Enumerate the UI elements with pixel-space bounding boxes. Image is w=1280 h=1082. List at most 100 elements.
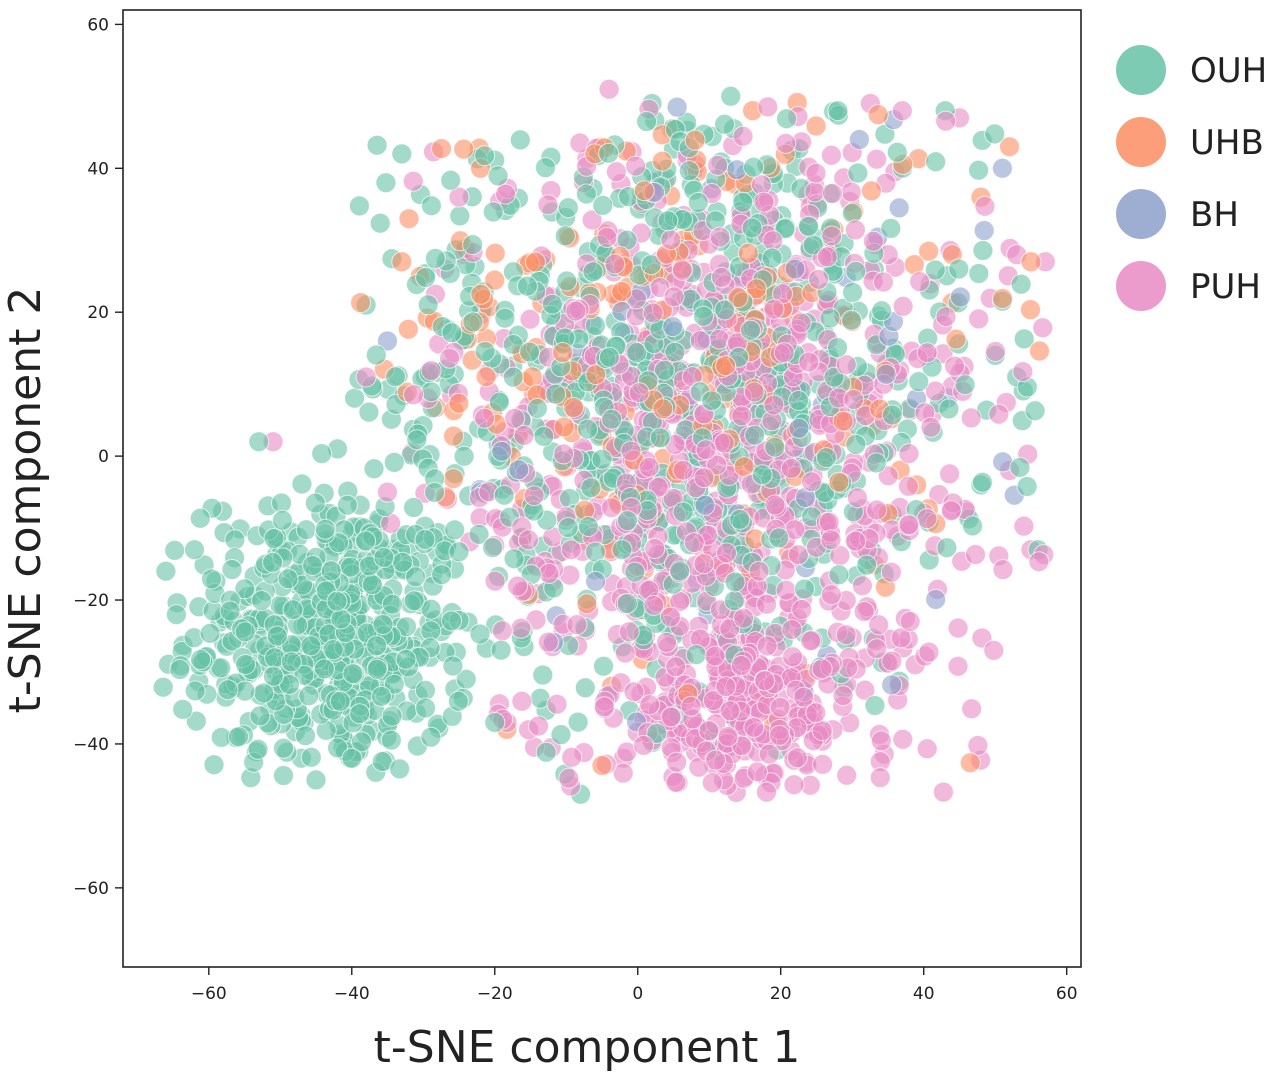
point-puh — [546, 693, 568, 715]
y-tick-label: −40 — [73, 735, 109, 755]
point-puh — [756, 593, 778, 615]
point-puh — [612, 762, 634, 784]
point-ouh — [361, 574, 383, 596]
point-puh — [705, 749, 726, 771]
point-ouh — [828, 564, 850, 586]
point-ouh — [184, 539, 205, 561]
point-ouh — [881, 404, 903, 426]
point-ouh — [280, 651, 302, 673]
point-puh — [1012, 361, 1034, 383]
point-ouh — [720, 85, 742, 107]
point-uhb — [591, 755, 613, 776]
point-puh — [507, 575, 529, 597]
point-ouh — [420, 195, 442, 217]
point-uhb — [576, 593, 598, 615]
point-ouh — [380, 729, 402, 751]
point-uhb — [611, 281, 633, 302]
point-ouh — [262, 551, 284, 573]
point-ouh — [693, 305, 714, 327]
point-puh — [775, 132, 797, 154]
point-ouh — [723, 590, 745, 612]
point-ouh — [326, 590, 348, 612]
point-uhb — [860, 180, 882, 202]
point-puh — [939, 463, 961, 485]
point-ouh — [385, 366, 406, 388]
point-puh — [974, 195, 996, 217]
x-tick-label: 40 — [913, 984, 935, 1004]
point-puh — [804, 181, 826, 203]
point-puh — [605, 161, 627, 183]
point-ouh — [744, 424, 766, 446]
point-puh — [924, 380, 946, 402]
point-ouh — [449, 205, 471, 227]
point-ouh — [152, 676, 174, 698]
point-ouh — [968, 263, 990, 284]
point-puh — [1032, 317, 1054, 339]
point-puh — [656, 631, 677, 653]
point-puh — [811, 658, 833, 680]
point-ouh — [462, 234, 484, 256]
point-puh — [719, 618, 741, 640]
point-ouh — [968, 159, 990, 181]
point-ouh — [865, 452, 887, 474]
point-ouh — [341, 747, 363, 769]
legend-marker-bh — [1116, 189, 1166, 239]
point-puh — [709, 226, 731, 248]
point-puh — [898, 514, 920, 536]
point-ouh — [657, 210, 679, 232]
point-puh — [628, 382, 650, 404]
point-bh — [666, 96, 688, 118]
point-bh — [784, 258, 806, 280]
point-ouh — [502, 366, 524, 388]
point-puh — [750, 174, 772, 196]
point-uhb — [475, 366, 497, 388]
point-puh — [786, 747, 808, 769]
legend-marker-uhb — [1116, 117, 1166, 167]
point-uhb — [443, 425, 465, 447]
point-uhb — [552, 342, 574, 363]
point-ouh — [155, 560, 177, 582]
point-ouh — [370, 685, 392, 707]
point-ouh — [847, 162, 869, 184]
point-ouh — [687, 191, 709, 213]
point-ouh — [557, 517, 579, 538]
point-ouh — [383, 673, 405, 695]
point-ouh — [441, 322, 463, 344]
point-puh — [748, 560, 770, 582]
point-ouh — [535, 741, 557, 763]
point-ouh — [640, 254, 662, 276]
point-puh — [402, 170, 424, 192]
point-puh — [538, 562, 560, 584]
point-ouh — [554, 225, 576, 247]
point-ouh — [842, 281, 864, 303]
point-puh — [623, 681, 645, 703]
point-puh — [940, 500, 962, 522]
point-ouh — [447, 690, 469, 712]
point-puh — [781, 619, 803, 640]
point-puh — [866, 499, 888, 521]
point-puh — [504, 407, 526, 429]
point-ouh — [373, 547, 395, 568]
point-ouh — [556, 270, 578, 292]
point-ouh — [925, 151, 947, 173]
point-puh — [918, 641, 940, 663]
point-puh — [805, 702, 827, 724]
point-puh — [967, 735, 989, 756]
point-uhb — [828, 471, 850, 493]
point-ouh — [420, 726, 442, 748]
point-puh — [495, 183, 517, 205]
point-puh — [793, 686, 815, 708]
point-puh — [935, 306, 957, 328]
point-ouh — [845, 433, 867, 455]
point-ouh — [302, 555, 324, 576]
point-puh — [558, 767, 580, 789]
legend-label-ouh: OUH — [1190, 51, 1267, 91]
point-uhb — [727, 287, 749, 309]
point-ouh — [624, 561, 646, 583]
point-uhb — [453, 138, 475, 160]
point-puh — [877, 465, 899, 487]
point-puh — [836, 764, 858, 786]
point-puh — [756, 635, 778, 657]
point-ouh — [701, 390, 723, 412]
point-puh — [519, 308, 541, 330]
